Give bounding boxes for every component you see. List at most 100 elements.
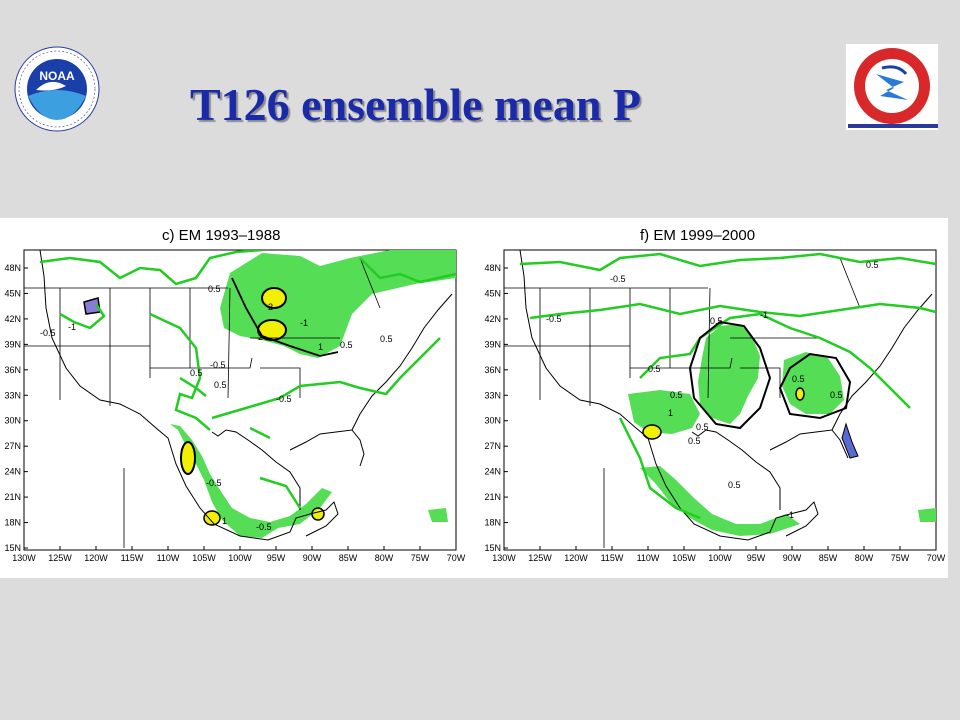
contour-label: -0.5	[610, 274, 626, 284]
panel-f-lon-axis: 130W 125W 120W 115W 110W 105W 100W 95W 90W 85W 80W…	[492, 546, 946, 563]
lon-tick-label: 130W	[492, 553, 516, 563]
lon-tick-label: 75W	[411, 553, 430, 563]
panel-c-contours	[39, 250, 456, 431]
lon-tick-label: 100W	[228, 553, 252, 563]
contour-label: -1	[760, 310, 768, 320]
panel-f-min-region	[841, 422, 859, 459]
panel-f-contours	[519, 252, 936, 520]
lat-tick-label: 21N	[484, 492, 501, 502]
lon-tick-label: 120W	[564, 553, 588, 563]
panel-f-lat-axis: 48N 45N 42N 39N 36N 33N 30N 27N 24N 21N 18N 15N	[484, 263, 508, 553]
contour-label: -0.5	[546, 314, 562, 324]
map-panels: c) EM 1993–1988 48N 45N 42N 39N 36N 33N 30N 27N…	[0, 218, 948, 578]
contour-label: 0.5	[866, 260, 879, 270]
contour-label: 1	[222, 516, 227, 526]
lat-tick-label: 36N	[484, 365, 501, 375]
lat-tick-label: 48N	[4, 263, 21, 273]
lat-tick-label: 15N	[4, 543, 21, 553]
contour-label: -1	[300, 318, 308, 328]
noaa-logo-text: NOAA	[39, 69, 75, 83]
map-figure: c) EM 1993–1988 48N 45N 42N 39N 36N 33N 30N 27N…	[4, 227, 945, 563]
panel-f-heading: f) EM 1999–2000	[640, 227, 755, 244]
lat-tick-label: 48N	[484, 263, 501, 273]
lon-tick-label: 120W	[84, 553, 108, 563]
lat-tick-label: 27N	[484, 441, 501, 451]
lon-tick-label: 125W	[528, 553, 552, 563]
lat-tick-label: 45N	[484, 288, 501, 298]
contour-label: 2	[258, 332, 263, 342]
panel-c-max-region	[261, 287, 287, 309]
contour-label: -0.5	[210, 360, 226, 370]
panel-f-coastline	[519, 250, 933, 541]
contour-label: 2	[268, 302, 273, 312]
nws-logo-icon	[846, 44, 938, 130]
lon-tick-label: 90W	[783, 553, 802, 563]
lon-tick-label: 105W	[192, 553, 216, 563]
contour-label: 0.5	[380, 334, 393, 344]
contour-label: -0.5	[256, 522, 272, 532]
contour-label: 0.5	[340, 340, 353, 350]
lon-tick-label: 110W	[157, 553, 180, 563]
lat-tick-label: 42N	[4, 314, 21, 324]
lon-tick-label: 80W	[855, 553, 874, 563]
contour-label: 0.5	[190, 368, 203, 378]
lat-tick-label: 33N	[484, 390, 501, 400]
lon-tick-label: 95W	[267, 553, 286, 563]
contour-label: 0.5	[648, 364, 661, 374]
panel-f: f) EM 1999–2000 48N 45N 42N 39N 36N 33N 30N 27N…	[484, 227, 945, 563]
contour-label: 1	[668, 408, 673, 418]
contour-label: -0.5	[40, 328, 56, 338]
lon-tick-label: 115W	[601, 553, 624, 563]
lat-tick-label: 36N	[4, 365, 21, 375]
panel-c-lon-axis: 130W 125W 120W 115W 110W 105W 100W 95W 90W 85W 80W…	[12, 546, 466, 563]
lat-tick-label: 39N	[4, 339, 21, 349]
contour-label: -0.5	[206, 478, 222, 488]
panel-c-lat-axis: 48N 45N 42N 39N 36N 33N 30N 27N 24N 21N 18N 15N	[4, 263, 28, 553]
contour-label: 1	[318, 342, 323, 352]
lon-tick-label: 105W	[672, 553, 696, 563]
lon-tick-label: 70W	[447, 553, 466, 563]
lon-tick-label: 115W	[121, 553, 144, 563]
contour-label: 0.5	[670, 390, 683, 400]
contour-label: 0.5	[696, 422, 709, 432]
contour-label: 0.5	[214, 380, 227, 390]
lon-tick-label: 85W	[819, 553, 838, 563]
panel-c-heading: c) EM 1993–1988	[162, 227, 280, 244]
contour-label: 0.5	[688, 436, 701, 446]
lat-tick-label: 24N	[484, 467, 501, 477]
lat-tick-label: 30N	[4, 416, 21, 426]
lat-tick-label: 33N	[4, 390, 21, 400]
lon-tick-label: 85W	[339, 553, 358, 563]
contour-label: -1	[786, 510, 794, 520]
contour-label: -0.5	[276, 394, 292, 404]
lon-tick-label: 75W	[891, 553, 910, 563]
lon-tick-label: 125W	[48, 553, 72, 563]
slide-title: T126 ensemble mean P	[190, 79, 642, 130]
lon-tick-label: 130W	[12, 553, 36, 563]
lat-tick-label: 30N	[484, 416, 501, 426]
panel-c-coastline	[39, 250, 453, 541]
lat-tick-label: 27N	[4, 441, 21, 451]
panel-f-wet-region-central	[698, 324, 760, 424]
contour-label: -1	[68, 322, 76, 332]
lat-tick-label: 18N	[4, 518, 21, 528]
panel-f-borders	[504, 257, 861, 548]
contour-label: 0.5	[710, 316, 723, 326]
lat-tick-label: 24N	[4, 467, 21, 477]
lat-tick-label: 39N	[484, 339, 501, 349]
contour-label: 0.5	[728, 480, 741, 490]
panel-c-wet-region-mexico	[170, 424, 332, 538]
contour-label: 0.5	[792, 374, 805, 384]
lon-tick-label: 90W	[303, 553, 322, 563]
lat-tick-label: 21N	[4, 492, 21, 502]
lat-tick-label: 42N	[484, 314, 501, 324]
panel-c: c) EM 1993–1988 48N 45N 42N 39N 36N 33N 30N 27N…	[4, 227, 465, 563]
contour-label: 0.5	[208, 284, 221, 294]
lat-tick-label: 45N	[4, 288, 21, 298]
noaa-logo-icon: NOAA	[14, 46, 100, 132]
panel-c-borders	[24, 257, 381, 548]
lon-tick-label: 95W	[747, 553, 766, 563]
contour-label: 0.5	[830, 390, 843, 400]
lon-tick-label: 100W	[708, 553, 732, 563]
lon-tick-label: 80W	[375, 553, 394, 563]
